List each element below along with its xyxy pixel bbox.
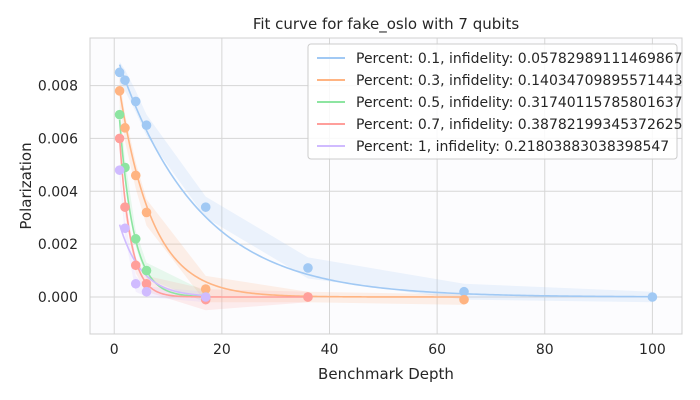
data-point [141, 278, 152, 289]
data-point [114, 133, 125, 144]
legend-label: Percent: 0.7, infidelity: 0.387821993453… [356, 117, 683, 133]
fit-curve [118, 90, 465, 298]
x-tick-label: 100 [639, 342, 666, 358]
data-point [141, 120, 152, 131]
data-point [141, 286, 152, 297]
legend-label: Percent: 0.1, infidelity: 0.057829891114… [356, 51, 683, 67]
fit-curve [118, 119, 206, 298]
data-point [459, 294, 469, 305]
data-point [130, 260, 141, 271]
data-point [114, 86, 125, 96]
fit-curves [118, 64, 653, 298]
data-point [114, 165, 125, 175]
data-point [200, 202, 211, 212]
data-point [120, 123, 130, 133]
error-band [119, 104, 206, 303]
x-tick-label: 20 [213, 342, 231, 358]
legend-label: Percent: 0.3, infidelity: 0.140347098955… [356, 73, 683, 89]
x-tick-label: 0 [110, 342, 119, 358]
x-tick-label: 60 [428, 342, 446, 358]
data-point [114, 67, 125, 78]
y-tick-label: 0.008 [38, 79, 78, 95]
legend-label: Percent: 1, infidelity: 0.21803883038398… [356, 139, 669, 155]
data-point [303, 292, 313, 302]
plot-frame [89, 37, 683, 335]
error-band [119, 61, 653, 303]
data-point [120, 223, 130, 234]
x-axis-label: Benchmark Depth [318, 365, 454, 383]
x-tick-labels: 0 20 40 60 80 100 [110, 342, 666, 358]
data-point [114, 109, 125, 120]
fit-curve [118, 64, 653, 298]
y-tick-label: 0.002 [38, 237, 78, 253]
data-point [130, 234, 141, 244]
y-tick-label: 0.000 [38, 290, 78, 306]
fit-curve [118, 138, 308, 298]
error-bands [119, 61, 653, 311]
legend-label: Percent: 0.5, infidelity: 0.317401157858… [356, 95, 683, 111]
legend-box [307, 43, 678, 160]
x-tick-label: 40 [321, 342, 339, 358]
data-point [120, 202, 130, 212]
data-point [459, 286, 469, 297]
y-tick-label: 0.006 [38, 131, 78, 147]
data-point [647, 292, 658, 302]
data-point [141, 207, 152, 218]
y-axis-label: Polarization [17, 142, 35, 229]
data-point [303, 263, 313, 273]
y-tick-labels: 0.000 0.002 0.004 0.006 0.008 [38, 79, 78, 306]
chart-title: Fit curve for fake_oslo with 7 qubits [253, 15, 520, 34]
data-point [130, 96, 141, 107]
data-point [141, 265, 152, 276]
data-point [200, 284, 211, 294]
data-point [130, 278, 141, 289]
legend: Percent: 0.1, infidelity: 0.057829891114… [307, 43, 683, 160]
data-points [114, 67, 658, 305]
data-point [120, 75, 130, 86]
error-band [119, 127, 308, 311]
data-point [130, 170, 141, 181]
y-tick-label: 0.004 [38, 184, 78, 200]
data-point [200, 292, 211, 302]
x-tick-label: 80 [536, 342, 554, 358]
fit-curve [118, 224, 206, 297]
